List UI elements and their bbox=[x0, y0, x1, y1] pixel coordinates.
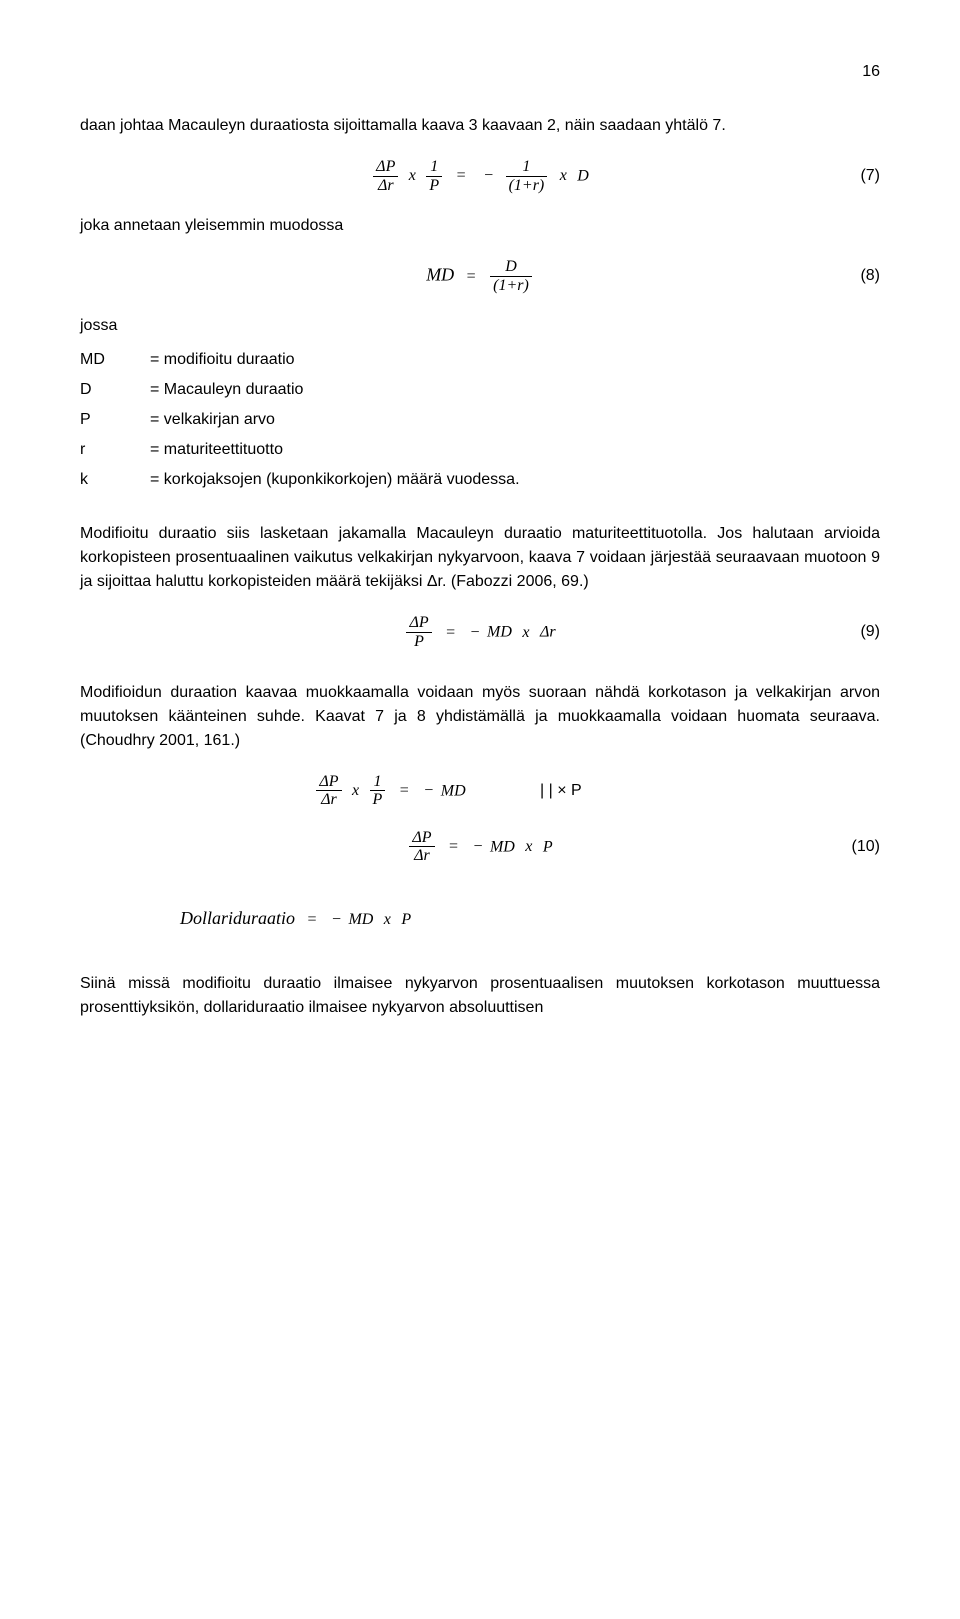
eq-dollar-P: P bbox=[401, 911, 411, 928]
eq-dollar-neg: − bbox=[332, 911, 341, 928]
def-sym: r bbox=[80, 438, 150, 462]
equation-10a: ΔP Δr x 1 P = − MD | | × P bbox=[140, 773, 820, 809]
eq7-frac1-den: Δr bbox=[373, 177, 398, 195]
eq7-frac2-num: 1 bbox=[426, 158, 442, 177]
equation-8: MD = D (1+r) bbox=[140, 258, 820, 294]
eq9-neg: − bbox=[471, 624, 480, 641]
equation-9-row: ΔP P = − MD x Δr (9) bbox=[80, 614, 880, 650]
eq7-number: (7) bbox=[820, 164, 880, 188]
eq7-rhs-num: 1 bbox=[506, 158, 548, 177]
eq9-eq: = bbox=[446, 624, 455, 641]
def-text: = Macauleyn duraatio bbox=[150, 378, 880, 402]
eq10b-neg: − bbox=[473, 838, 482, 855]
equation-10b: ΔP Δr = − MD x P bbox=[140, 829, 820, 865]
eq10a-f1-den: Δr bbox=[316, 791, 341, 809]
eq10a-side: | | × P bbox=[500, 779, 680, 803]
paragraph-3: Modifioidun duraation kaavaa muokkaamall… bbox=[80, 681, 880, 753]
paragraph-2: Modifioitu duraatio siis lasketaan jakam… bbox=[80, 522, 880, 594]
eq7-frac2-den: P bbox=[426, 177, 442, 195]
def-row: MD = modifioitu duraatio bbox=[80, 348, 880, 372]
eq7-neg: − bbox=[484, 167, 493, 184]
def-text: = maturiteettituotto bbox=[150, 438, 880, 462]
def-sym: k bbox=[80, 468, 150, 492]
eq8-MD: MD bbox=[426, 265, 454, 285]
def-sym: P bbox=[80, 408, 150, 432]
eq7-D: D bbox=[577, 167, 589, 184]
eq10a-neg: − bbox=[424, 782, 433, 799]
eq7-rhs-den: (1+r) bbox=[506, 177, 548, 195]
def-text: = velkakirjan arvo bbox=[150, 408, 880, 432]
eq7-x1: x bbox=[409, 167, 416, 184]
eq10b-den: Δr bbox=[409, 847, 434, 865]
paragraph-4: Siinä missä modifioitu duraatio ilmaisee… bbox=[80, 972, 880, 1020]
eq10b-x: x bbox=[525, 838, 532, 855]
def-text: = korkojaksojen (kuponkikorkojen) määrä … bbox=[150, 468, 880, 492]
def-row: P = velkakirjan arvo bbox=[80, 408, 880, 432]
eq-dollar-lhs: Dollariduraatio bbox=[180, 908, 295, 928]
eq9-MD: MD bbox=[487, 624, 512, 641]
eq9-den: P bbox=[406, 633, 431, 651]
def-row: r = maturiteettituotto bbox=[80, 438, 880, 462]
equation-9: ΔP P = − MD x Δr bbox=[140, 614, 820, 650]
eq10b-eq: = bbox=[449, 838, 458, 855]
eq10a-f1-num: ΔP bbox=[316, 773, 341, 792]
def-row: k = korkojaksojen (kuponkikorkojen) määr… bbox=[80, 468, 880, 492]
eq10a-MD: MD bbox=[441, 782, 466, 799]
eq10b-MD: MD bbox=[490, 838, 515, 855]
def-sym: D bbox=[80, 378, 150, 402]
equation-7: ΔP Δr x 1 P = − 1 (1+r) x D bbox=[140, 158, 820, 194]
eq9-number: (9) bbox=[820, 620, 880, 644]
eq9-x: x bbox=[522, 624, 529, 641]
equation-10b-row: ΔP Δr = − MD x P (10) bbox=[80, 829, 880, 865]
eq8-num: D bbox=[490, 258, 532, 277]
eq8-number: (8) bbox=[820, 264, 880, 288]
definitions-table: MD = modifioitu duraatio D = Macauleyn d… bbox=[80, 348, 880, 492]
eq10-number: (10) bbox=[820, 835, 880, 859]
equation-10a-row: ΔP Δr x 1 P = − MD | | × P bbox=[80, 773, 880, 809]
eq9-dr: Δr bbox=[540, 624, 556, 641]
eq10b-P: P bbox=[543, 838, 553, 855]
eq10a-eq: = bbox=[400, 782, 409, 799]
page-number: 16 bbox=[80, 60, 880, 84]
eq10a-f2-num: 1 bbox=[370, 773, 386, 792]
eq7-eq: = bbox=[457, 167, 466, 184]
equation-8-row: MD = D (1+r) (8) bbox=[80, 258, 880, 294]
def-row: D = Macauleyn duraatio bbox=[80, 378, 880, 402]
equation-dollar: Dollariduraatio = − MD x P bbox=[180, 905, 880, 932]
eq10a-f2-den: P bbox=[370, 791, 386, 809]
eq-dollar-x: x bbox=[384, 911, 391, 928]
eq10b-num: ΔP bbox=[409, 829, 434, 848]
def-sym: MD bbox=[80, 348, 150, 372]
eq-dollar-eq: = bbox=[307, 911, 316, 928]
def-text: = modifioitu duraatio bbox=[150, 348, 880, 372]
eq7-frac1-num: ΔP bbox=[373, 158, 398, 177]
paragraph-1: daan johtaa Macauleyn duraatiosta sijoit… bbox=[80, 114, 880, 138]
eq8-den: (1+r) bbox=[490, 277, 532, 295]
eq10a-x1: x bbox=[352, 782, 359, 799]
eq9-num: ΔP bbox=[406, 614, 431, 633]
line-after-eq7: joka annetaan yleisemmin muodossa bbox=[80, 214, 880, 238]
eq7-x2: x bbox=[560, 167, 567, 184]
eq-dollar-MD: MD bbox=[348, 911, 373, 928]
eq8-eq: = bbox=[467, 268, 476, 285]
equation-7-row: ΔP Δr x 1 P = − 1 (1+r) x D (7) bbox=[80, 158, 880, 194]
defs-title: jossa bbox=[80, 314, 880, 338]
